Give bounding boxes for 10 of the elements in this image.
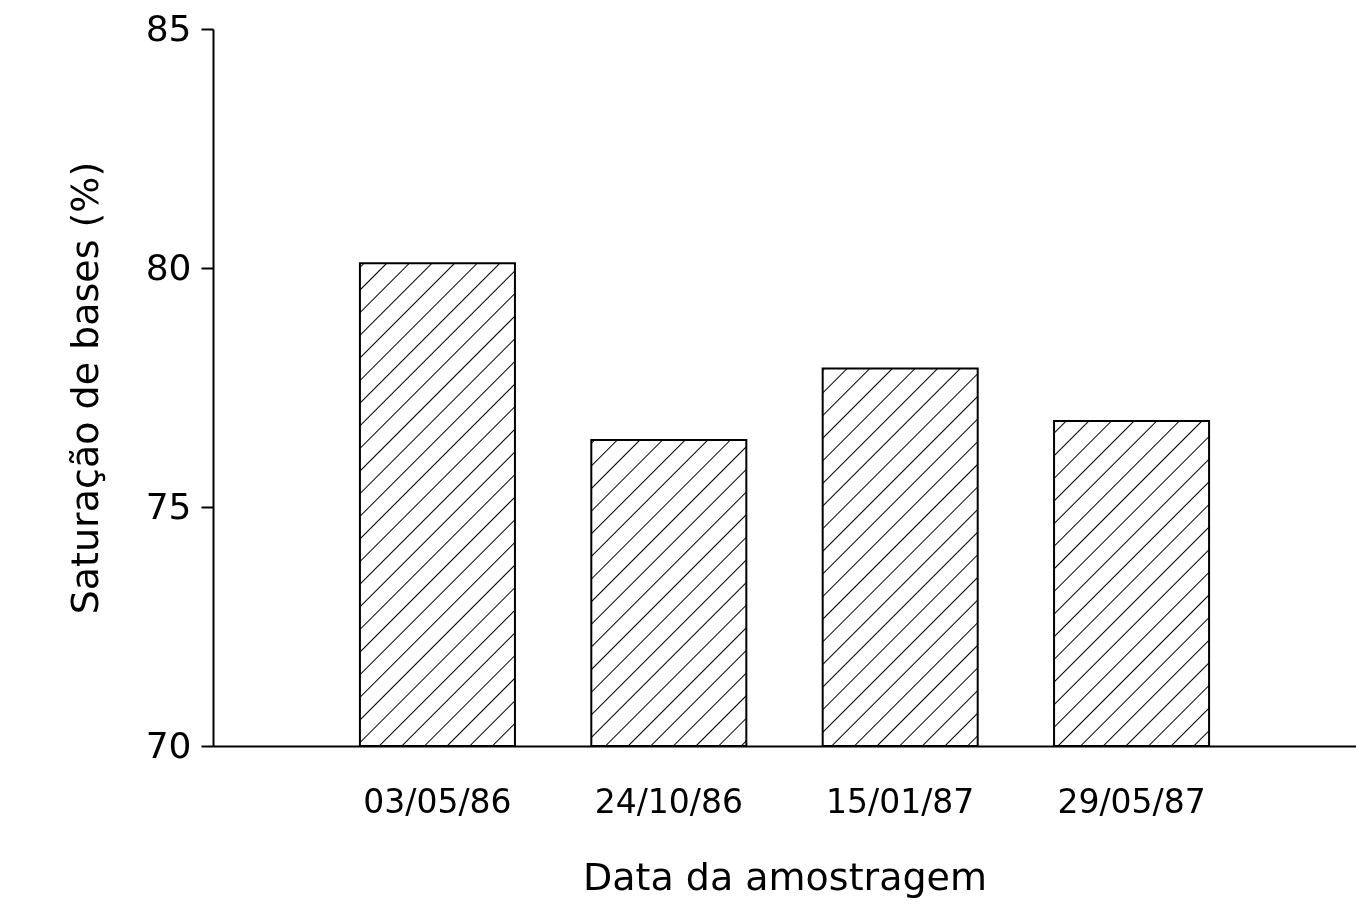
x-tick-label: 24/10/86 bbox=[594, 781, 743, 821]
y-tick-label: 75 bbox=[145, 485, 192, 527]
x-tick-label: 03/05/86 bbox=[363, 781, 512, 821]
y-tick-label: 70 bbox=[145, 724, 192, 766]
y-tick-label: 85 bbox=[145, 7, 192, 49]
x-tick-label: 15/01/87 bbox=[826, 781, 975, 821]
y-tick-label: 80 bbox=[145, 246, 192, 288]
x-tick-label: 29/05/87 bbox=[1057, 781, 1206, 821]
x-axis-title: Data da amostragem bbox=[583, 854, 987, 899]
y-axis-title: Saturação de bases (%) bbox=[62, 161, 107, 615]
